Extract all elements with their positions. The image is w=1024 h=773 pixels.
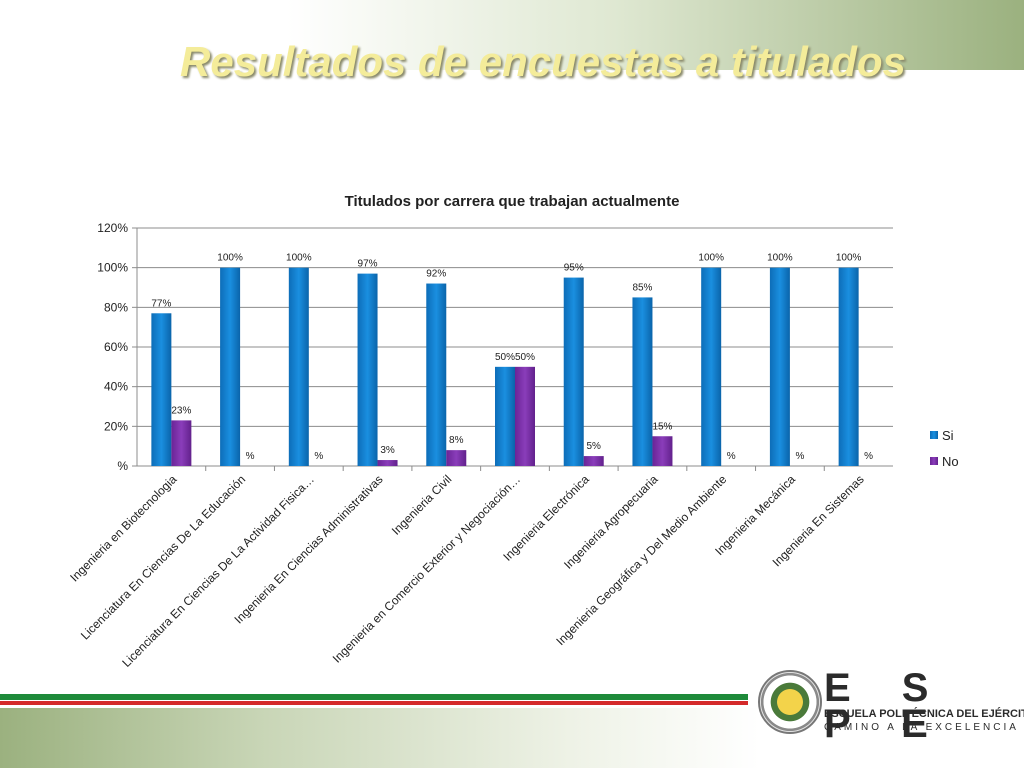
bar-si bbox=[495, 366, 515, 466]
y-tick-label: 120% bbox=[97, 221, 128, 235]
logo-institution-name: ESCUELA POLITÉCNICA DEL EJÉRCITO bbox=[824, 708, 1024, 720]
footer-stripes bbox=[0, 694, 748, 708]
bar-no bbox=[171, 420, 192, 466]
seal-icon bbox=[758, 670, 822, 734]
data-label-no: 15% bbox=[652, 421, 672, 432]
data-label-no: % bbox=[795, 451, 804, 462]
bar-si bbox=[701, 267, 722, 466]
data-label-si: 100% bbox=[698, 253, 724, 264]
data-label-si: 97% bbox=[358, 259, 378, 270]
data-label-no: 50% bbox=[515, 352, 535, 363]
y-tick-label: 20% bbox=[104, 419, 128, 433]
logo-wordmark: E S P E bbox=[824, 666, 949, 746]
footer-band bbox=[0, 708, 760, 768]
data-label-no: % bbox=[864, 451, 873, 462]
slide-title: Resultados de encuestas a titulados bbox=[180, 38, 906, 85]
chart-title: Titulados por carrera que trabajan actua… bbox=[345, 193, 680, 210]
bar-si bbox=[426, 283, 447, 466]
legend-label: No bbox=[942, 454, 959, 469]
bar-si bbox=[838, 267, 859, 466]
x-category-label: Ingenieria en Biotecnologia bbox=[67, 472, 180, 585]
data-label-si: 85% bbox=[632, 282, 652, 293]
data-label-si: 100% bbox=[836, 253, 862, 264]
y-tick-label: % bbox=[117, 459, 128, 473]
data-label-si: 100% bbox=[286, 253, 312, 264]
data-label-si: 100% bbox=[217, 253, 243, 264]
data-label-no: 8% bbox=[449, 435, 464, 446]
bar-no bbox=[377, 460, 398, 466]
bar-si bbox=[769, 267, 790, 466]
data-label-no: 5% bbox=[587, 441, 602, 452]
data-label-si: 100% bbox=[767, 253, 793, 264]
bar-si bbox=[563, 277, 584, 466]
legend-swatch bbox=[930, 431, 938, 439]
bar-no bbox=[652, 436, 673, 466]
x-category-label: Ingenieria Civil bbox=[389, 472, 455, 538]
data-label-no: 23% bbox=[171, 405, 191, 416]
data-label-no: % bbox=[314, 451, 323, 462]
y-tick-label: 80% bbox=[104, 300, 128, 314]
y-tick-label: 100% bbox=[97, 261, 128, 275]
bar-no bbox=[583, 456, 604, 466]
header-band bbox=[0, 0, 1024, 70]
data-label-si: 92% bbox=[426, 269, 446, 280]
espe-logo: E S P E ESCUELA POLITÉCNICA DEL EJÉRCITO… bbox=[752, 666, 1024, 746]
data-label-no: % bbox=[246, 451, 255, 462]
bar-si bbox=[151, 313, 172, 466]
legend-swatch bbox=[930, 457, 938, 465]
data-label-no: % bbox=[727, 451, 736, 462]
data-label-si: 95% bbox=[564, 263, 584, 274]
data-label-si: 77% bbox=[151, 298, 171, 309]
x-category-label: Ingenieria En Ciencias Administrativas bbox=[231, 472, 385, 626]
y-tick-label: 60% bbox=[104, 340, 128, 354]
green-stripe bbox=[0, 694, 748, 700]
logo-motto: CAMINO A LA EXCELENCIA bbox=[824, 722, 1019, 733]
data-label-no: 3% bbox=[380, 445, 395, 456]
bar-si bbox=[632, 297, 653, 466]
data-label-si: 50% bbox=[495, 352, 515, 363]
y-tick-label: 40% bbox=[104, 380, 128, 394]
bar-si bbox=[357, 273, 378, 466]
bar-no bbox=[515, 366, 535, 466]
legend-label: Si bbox=[942, 428, 954, 443]
red-stripe bbox=[0, 701, 748, 705]
bar-no bbox=[446, 450, 467, 466]
bar-si bbox=[220, 267, 241, 466]
bar-si bbox=[288, 267, 309, 466]
